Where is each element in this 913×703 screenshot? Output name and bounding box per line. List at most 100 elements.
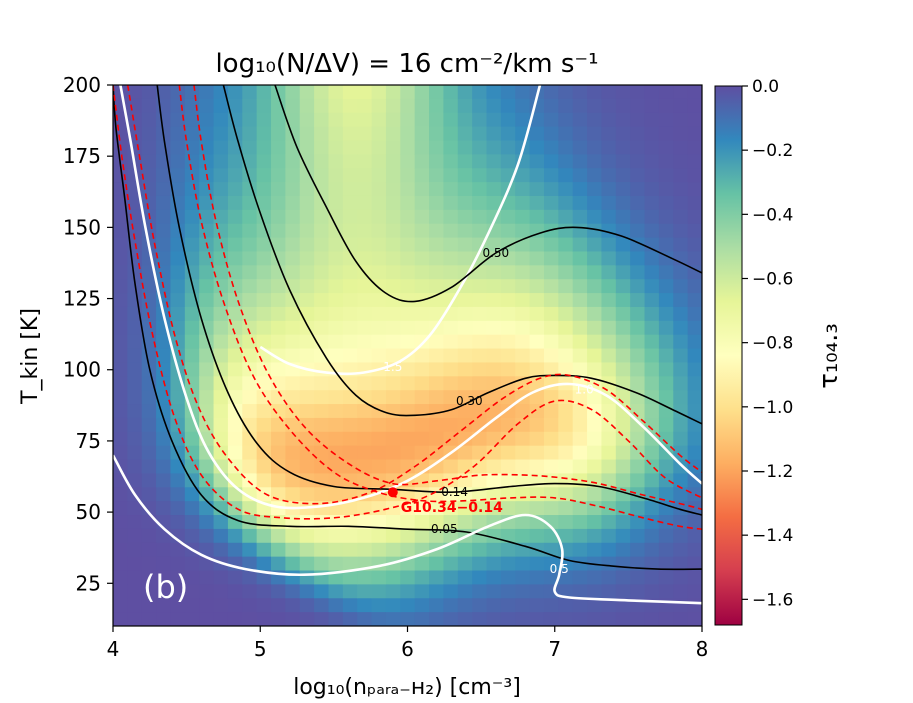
heatmap-cell: [558, 473, 574, 488]
heatmap-cell: [601, 570, 617, 585]
heatmap-cell: [213, 112, 229, 128]
heatmap-cell: [256, 182, 272, 197]
heatmap-cell: [587, 515, 603, 530]
heatmap-cell: [644, 612, 660, 626]
heatmap-cell: [156, 112, 172, 128]
heatmap-cell: [630, 265, 646, 280]
heatmap-cell: [687, 279, 702, 294]
heatmap-cell: [184, 251, 200, 266]
heatmap-cell: [630, 209, 646, 225]
heatmap-cell: [242, 473, 258, 488]
heatmap-cell: [271, 320, 286, 336]
heatmap-cell: [558, 251, 574, 266]
heatmap-cell: [371, 154, 387, 169]
heatmap-cell: [199, 279, 215, 294]
heatmap-cell: [299, 209, 315, 225]
heatmap-cell: [271, 390, 286, 405]
heatmap-cell: [414, 404, 430, 419]
x-axis: 4 5 6 7 8: [107, 626, 708, 661]
heatmap-cell: [314, 237, 330, 253]
heatmap-cell: [414, 195, 430, 211]
heatmap-cell: [587, 251, 603, 266]
heatmap-cell: [457, 182, 473, 197]
heatmap-cell: [371, 459, 387, 475]
heatmap-cell: [687, 112, 702, 128]
heatmap-cell: [486, 265, 502, 280]
heatmap-cell: [342, 237, 358, 253]
heatmap-cell: [615, 126, 631, 142]
heatmap-cell: [299, 348, 315, 364]
heatmap-cell: [199, 348, 215, 364]
heatmap-cell: [385, 598, 401, 613]
heatmap-cell: [515, 445, 531, 461]
heatmap-cell: [371, 223, 387, 239]
heatmap-cell: [141, 584, 157, 599]
heatmap-cell: [271, 431, 286, 447]
heatmap-cell: [500, 431, 516, 447]
heatmap-cell: [127, 98, 143, 114]
heatmap-cell: [184, 126, 200, 142]
heatmap-cell: [342, 417, 358, 433]
heatmap-cell: [141, 390, 157, 405]
heatmap-cell: [658, 515, 674, 530]
heatmap-cell: [500, 542, 516, 558]
heatmap-cell: [658, 182, 674, 197]
heatmap-cell: [587, 334, 603, 350]
heatmap-cell: [472, 223, 488, 239]
heatmap-cell: [601, 265, 617, 280]
heatmap-cell: [285, 195, 301, 211]
heatmap-cell: [673, 320, 689, 336]
heatmap-cell: [673, 251, 689, 266]
heatmap-cell: [285, 431, 301, 447]
heatmap-cell: [127, 528, 143, 544]
heatmap-cell: [630, 542, 646, 558]
heatmap-cell: [515, 112, 531, 128]
heatmap-cell: [285, 584, 301, 599]
heatmap-cell: [572, 126, 588, 142]
heatmap-cell: [644, 182, 660, 197]
heatmap-cell: [385, 390, 401, 405]
heatmap-cell: [357, 473, 373, 488]
heatmap-cell: [213, 487, 229, 502]
heatmap-cell: [558, 168, 574, 183]
heatmap-cell: [615, 584, 631, 599]
heatmap-cell: [127, 556, 143, 572]
heatmap-cell: [644, 376, 660, 391]
heatmap-cell: [457, 320, 473, 336]
heatmap-cell: [170, 140, 186, 155]
heatmap-cell: [271, 584, 286, 599]
heatmap-cell: [615, 140, 631, 155]
heatmap-cell: [227, 334, 243, 350]
heatmap-cell: [601, 542, 617, 558]
heatmap-cell: [213, 195, 229, 211]
heatmap-cell: [299, 487, 315, 502]
heatmap-cell: [385, 279, 401, 294]
heatmap-cell: [644, 140, 660, 155]
heatmap-cell: [572, 390, 588, 405]
heatmap-cell: [472, 209, 488, 225]
heatmap-cell: [256, 431, 272, 447]
heatmap-cell: [242, 223, 258, 239]
heatmap-cell: [400, 85, 416, 100]
heatmap-cell: [658, 431, 674, 447]
heatmap-cell: [113, 334, 128, 350]
heatmap-cell: [213, 473, 229, 488]
heatmap-cell: [529, 556, 545, 572]
heatmap-cell: [170, 528, 186, 544]
heatmap-cell: [630, 348, 646, 364]
heatmap-cell: [673, 459, 689, 475]
heatmap-cell: [256, 556, 272, 572]
heatmap-cell: [127, 584, 143, 599]
heatmap-cell: [587, 487, 603, 502]
heatmap-cell: [414, 279, 430, 294]
heatmap-cell: [156, 168, 172, 183]
heatmap-cell: [529, 459, 545, 475]
heatmap-cell: [271, 612, 286, 626]
heatmap-cell: [414, 445, 430, 461]
heatmap-cell: [328, 542, 344, 558]
heatmap-cell: [673, 98, 689, 114]
heatmap-cell: [299, 182, 315, 197]
heatmap-cell: [515, 265, 531, 280]
heatmap-cell: [601, 362, 617, 377]
heatmap-cell: [630, 195, 646, 211]
